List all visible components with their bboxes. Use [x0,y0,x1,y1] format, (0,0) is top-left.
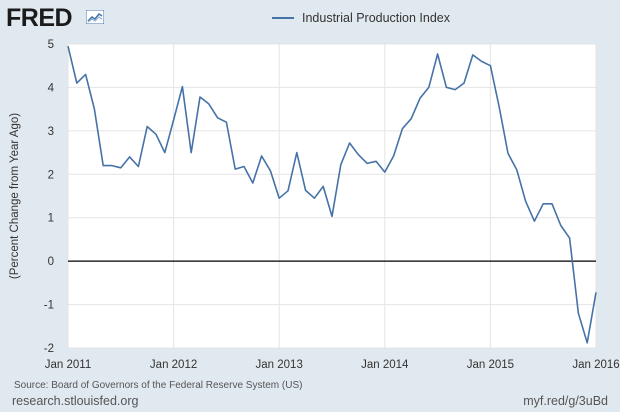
x-tick-labels: Jan 2011 Jan 2012 Jan 2013 Jan 2014 Jan 2015… [45,359,620,371]
short-link[interactable]: myf.red/g/3uBd [523,394,608,408]
y-tick-label: 5 [48,39,54,51]
y-tick-label: 1 [48,213,54,225]
series-line-industrial-production-index [67,46,597,344]
x-tick-label: Jan 2015 [467,359,514,371]
chart-legend: Industrial Production Index [272,11,450,25]
fred-logo: FRED [6,4,73,32]
x-tick-label: Jan 2013 [256,359,303,371]
y-tick-label: 4 [48,82,55,94]
y-tick-label: 2 [48,169,54,181]
legend-label: Industrial Production Index [302,11,451,25]
y-tick-label: -1 [44,300,54,312]
y-tick-label: 3 [48,126,54,138]
source-note: Source: Board of Governors of the Federa… [14,380,303,391]
y-tick-labels: -2 -1 0 1 2 3 4 5 [44,39,55,355]
y-tick-label: -2 [44,343,54,355]
y-tick-label: 0 [48,256,54,268]
x-tick-label: Jan 2012 [150,359,197,371]
x-tick-label: Jan 2016 [572,359,619,371]
x-tick-label: Jan 2014 [361,359,409,371]
site-link[interactable]: research.stlouisfed.org [12,394,139,408]
x-tick-label: Jan 2011 [45,359,91,371]
y-axis-label: (Percent Change from Year Ago) [9,113,21,279]
legend-swatch [272,17,294,19]
plot-area [68,44,596,348]
